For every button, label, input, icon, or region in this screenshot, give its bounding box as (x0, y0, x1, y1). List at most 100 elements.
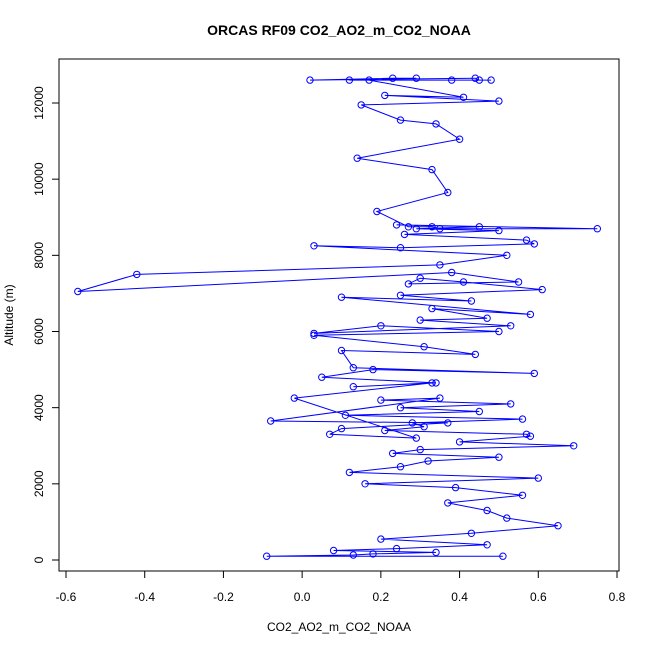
y-tick-label: 6000 (32, 318, 46, 345)
data-point (267, 417, 275, 425)
data-point (432, 120, 440, 128)
data-point (495, 97, 503, 105)
data-point (436, 394, 444, 402)
data-point (526, 432, 535, 440)
data-point (530, 369, 538, 378)
data-point (475, 407, 483, 416)
data-point (381, 91, 389, 100)
data-point (341, 411, 350, 419)
data-point (373, 207, 381, 216)
data-point (507, 400, 515, 408)
data-point (416, 316, 424, 324)
data-point (432, 379, 440, 387)
data-point (377, 396, 385, 404)
data-point (487, 76, 495, 84)
data-point (444, 499, 452, 507)
data-point (361, 480, 369, 488)
data-point (416, 445, 424, 454)
data-point (526, 310, 535, 319)
data-point (389, 74, 397, 82)
data-point (436, 225, 444, 233)
data-point (412, 434, 420, 442)
data-point (503, 251, 511, 260)
data-point (467, 297, 476, 305)
data-point (570, 442, 578, 450)
data-point (396, 463, 405, 471)
data-point (554, 522, 562, 530)
data-point (337, 424, 346, 433)
plot-frame (58, 58, 620, 572)
x-tick-label: -0.4 (134, 590, 155, 604)
data-point (392, 544, 401, 553)
data-point (349, 364, 357, 372)
data-point (448, 268, 456, 277)
data-point (448, 76, 456, 84)
x-tick-label: 0.4 (451, 590, 468, 604)
data-point (404, 280, 413, 288)
x-axis-label: CO2_AO2_m_CO2_NOAA (267, 620, 411, 634)
data-point (420, 343, 428, 351)
data-point (353, 154, 361, 162)
x-tick-label: -0.6 (56, 590, 77, 604)
data-point (377, 322, 385, 330)
x-tick-label: 0.6 (530, 590, 547, 604)
data-point (400, 230, 409, 239)
data-point (357, 101, 365, 109)
data-point (345, 468, 354, 477)
data-point (412, 225, 420, 233)
y-tick-label: 10000 (32, 162, 46, 196)
data-point (495, 327, 503, 336)
data-point (593, 225, 601, 233)
data-point (329, 546, 338, 555)
data-point (436, 261, 444, 269)
data-point (420, 423, 428, 431)
data-point (381, 426, 389, 435)
data-point (522, 430, 531, 438)
data-point (483, 314, 491, 322)
data-point (471, 74, 479, 82)
data-point (475, 223, 483, 231)
data-point (337, 346, 346, 355)
data-point (396, 404, 405, 412)
data-point (432, 548, 440, 557)
data-point (495, 226, 503, 235)
y-tick-label: 2000 (32, 470, 46, 497)
data-point (365, 76, 373, 84)
data-point (369, 365, 377, 374)
data-point (404, 223, 413, 231)
data-point (499, 552, 507, 560)
series-line (77, 77, 598, 557)
data-point (428, 165, 436, 174)
data-point (392, 221, 401, 229)
data-point (518, 415, 527, 423)
y-axis-label: Altitude (m) (2, 284, 16, 345)
x-axis: -0.6 -0.4 -0.2 0.0 0.2 0.4 0.6 0.8 (56, 570, 626, 604)
data-point (451, 483, 460, 492)
data-point (306, 76, 314, 84)
data-point (483, 541, 491, 549)
data-point (475, 76, 483, 84)
data-point (467, 529, 476, 537)
data-point (396, 244, 405, 252)
data-point (507, 322, 515, 330)
y-tick-label: 4000 (32, 394, 46, 421)
data-point (459, 278, 468, 286)
data-point (530, 240, 538, 248)
data-point (424, 457, 432, 465)
data-point (444, 419, 452, 427)
x-tick-label: 0.8 (609, 590, 626, 604)
data-point (495, 453, 503, 461)
data-point (534, 474, 542, 482)
x-tick-label: 0.0 (294, 590, 311, 604)
data-point (290, 394, 298, 402)
data-point (455, 135, 464, 143)
data-point (412, 74, 420, 82)
chart-title: ORCAS RF09 CO2_AO2_m_CO2_NOAA (207, 22, 471, 38)
data-point (518, 491, 527, 499)
data-point (377, 535, 385, 543)
y-tick-label: 0 (32, 556, 46, 563)
data-point (133, 270, 141, 279)
y-axis: 0 2000 4000 6000 8000 10000 12000 (32, 86, 60, 563)
data-point (263, 552, 271, 560)
